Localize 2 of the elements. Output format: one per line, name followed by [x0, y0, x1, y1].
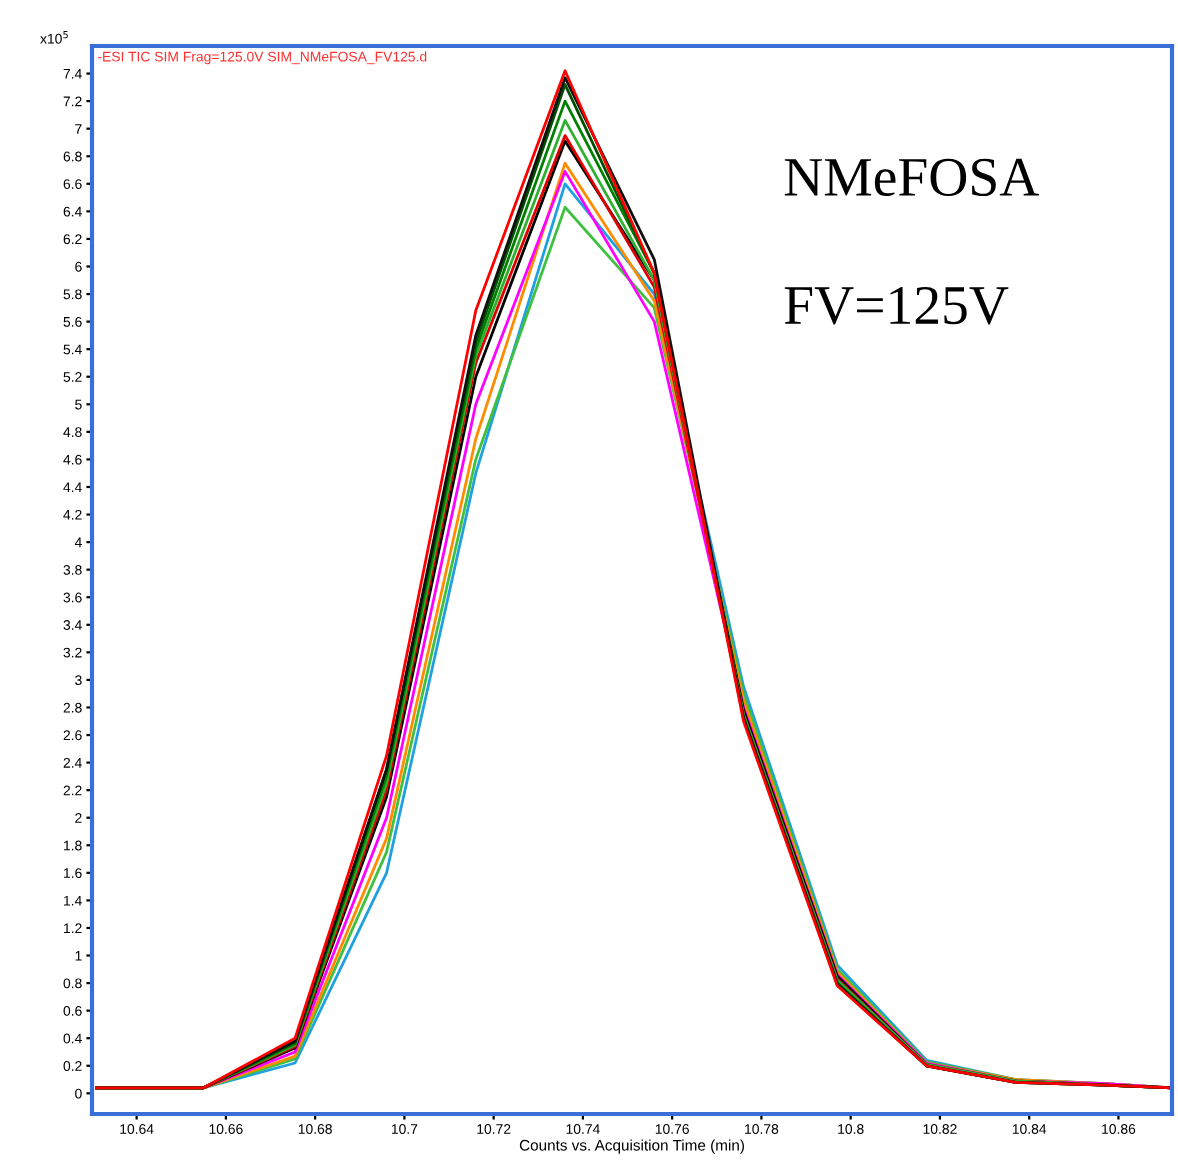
- annotation: NMeFOSA: [784, 158, 1040, 197]
- annotation: FV=125V: [784, 286, 1009, 325]
